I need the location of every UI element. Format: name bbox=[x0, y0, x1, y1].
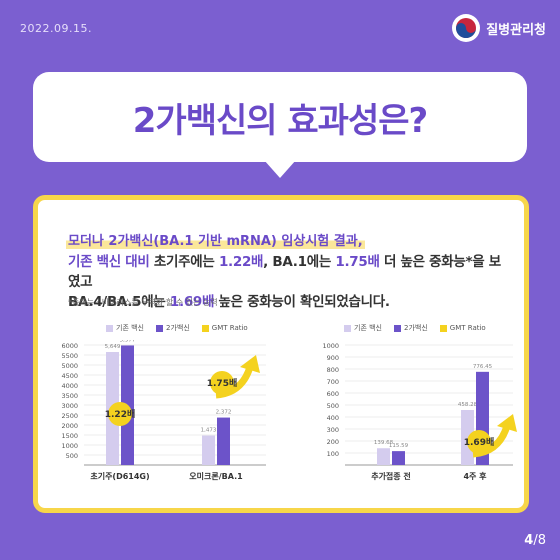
bar-value-label: 5,649 bbox=[105, 344, 121, 350]
legend-label: 기존 백신 bbox=[116, 324, 144, 332]
legend-label: GMT Ratio bbox=[211, 324, 248, 332]
legend-label: 2가백신 bbox=[404, 324, 428, 332]
footnote: *중화능 : 바이러스를 무력화 할 수 있는 능력 bbox=[68, 298, 218, 307]
legend-item: 기존 백신 bbox=[344, 323, 382, 333]
summary-highlight: 1.75배 bbox=[335, 254, 380, 270]
y-tick-label: 400 bbox=[327, 414, 339, 422]
legend-label: 2가백신 bbox=[166, 324, 190, 332]
legend-swatch bbox=[156, 324, 163, 332]
bar-value-label: 458.28 bbox=[458, 402, 478, 408]
bar bbox=[217, 417, 230, 465]
legend-label: 기존 백신 bbox=[354, 324, 382, 332]
legend-item: GMT Ratio bbox=[439, 323, 486, 333]
y-tick-label: 800 bbox=[327, 366, 339, 374]
y-tick-label: 4500 bbox=[61, 372, 78, 380]
study-tag: 모더나 2가백신(BA.1 기반 mRNA) 임상시험 결과, bbox=[66, 230, 365, 249]
bar-value-label: 139.68 bbox=[374, 440, 394, 446]
pagination: 4/8 bbox=[524, 533, 546, 548]
legend-swatch bbox=[201, 324, 209, 332]
summary-part: 더 높은 중화능*을 보였고 bbox=[68, 254, 501, 290]
bar-value-label: 5,977 bbox=[120, 340, 136, 343]
y-tick-label: 3500 bbox=[61, 392, 78, 400]
chart-legend-1: 기존 백신 2가백신 GMT Ratio bbox=[106, 323, 248, 333]
y-tick-label: 200 bbox=[327, 438, 339, 446]
ratio-arrow-head bbox=[240, 355, 260, 373]
legend-swatch bbox=[106, 324, 113, 332]
y-tick-label: 2500 bbox=[61, 412, 78, 420]
date-label: 2022.09.15. bbox=[20, 22, 92, 35]
ratio-circle bbox=[467, 430, 491, 454]
logo-text: 질병관리청 bbox=[486, 22, 546, 38]
bar-chart-2: 100 200 300 400 500 600 700 800 900 1000 139.68115… bbox=[322, 342, 517, 481]
bar-value-label: 2,372 bbox=[216, 410, 232, 416]
y-tick-label: 5000 bbox=[61, 362, 78, 370]
summary-part: 초기주에는 bbox=[149, 254, 219, 270]
y-tick-label: 600 bbox=[327, 390, 339, 398]
y-tick-label: 700 bbox=[327, 378, 339, 386]
y-tick-label: 5500 bbox=[61, 352, 78, 360]
gmt-ratio-badge: 1.22배 bbox=[105, 402, 136, 426]
bar-chart-1: 500 1000 1500 2000 2500 3000 3500 4000 4500 5000 5… bbox=[61, 340, 266, 481]
summary-part: 높은 중화능이 확인되었습니다. bbox=[214, 294, 391, 310]
page-total: /8 bbox=[533, 533, 546, 548]
summary-highlight: 1.22배 bbox=[218, 254, 264, 270]
page-current: 4 bbox=[524, 533, 534, 548]
ratio-circle bbox=[210, 371, 234, 395]
bar-value-label: 115.59 bbox=[389, 443, 409, 449]
bar-value-label: 1,473 bbox=[201, 428, 217, 434]
legend-label: GMT Ratio bbox=[449, 324, 486, 332]
ratio-label: 1.75배 bbox=[207, 377, 238, 389]
y-tick-label: 1000 bbox=[322, 342, 339, 350]
x-category-label: 추가접종 전 bbox=[371, 471, 411, 481]
legend-item: GMT Ratio bbox=[201, 323, 248, 333]
legend-item: 기존 백신 bbox=[106, 323, 144, 333]
y-tick-label: 500 bbox=[66, 452, 78, 460]
summary-text: 기존 백신 대비 초기주에는 1.22배, BA.1에는 1.75배 더 높은 … bbox=[68, 252, 508, 312]
y-tick-label: 1500 bbox=[61, 432, 78, 440]
bar bbox=[377, 448, 390, 465]
gmt-ratio-badge: 1.75배 bbox=[207, 355, 260, 399]
legend-item: 2가백신 bbox=[156, 323, 190, 333]
y-tick-label: 3000 bbox=[61, 402, 78, 410]
ratio-arrow-head bbox=[497, 414, 517, 432]
ratio-circle bbox=[108, 402, 132, 426]
y-tick-label: 900 bbox=[327, 354, 339, 362]
bar-value-label: 776.45 bbox=[473, 364, 493, 370]
legend-item: 2가백신 bbox=[394, 323, 428, 333]
x-category-label: 4주 후 bbox=[463, 471, 487, 481]
kdca-logo[interactable]: 질병관리청 bbox=[452, 14, 546, 42]
summary-part: BA.4/BA.5에는 bbox=[68, 294, 170, 310]
y-tick-label: 500 bbox=[327, 402, 339, 410]
headline-bubble: 2가백신의 효과성은? bbox=[33, 72, 527, 178]
summary-highlight: 1.69배 bbox=[169, 294, 215, 310]
kdca-taegeuk-icon bbox=[452, 14, 481, 42]
bar bbox=[202, 435, 215, 465]
gmt-ratio-badge: 1.69배 bbox=[464, 414, 517, 458]
chart-legend-2: 기존 백신 2가백신 GMT Ratio bbox=[344, 323, 486, 333]
ratio-label: 1.69배 bbox=[464, 436, 495, 448]
result-card: 모더나 2가백신(BA.1 기반 mRNA) 임상시험 결과, 기존 백신 대비… bbox=[33, 195, 529, 513]
summary-part: , BA.1에는 bbox=[263, 254, 336, 270]
summary-part: 기존 백신 대비 bbox=[68, 254, 150, 270]
bar bbox=[392, 451, 405, 465]
legend-swatch bbox=[439, 324, 447, 332]
headline: 2가백신의 효과성은? bbox=[132, 100, 428, 141]
bar bbox=[461, 410, 474, 465]
y-tick-label: 100 bbox=[327, 450, 339, 458]
y-tick-label: 1000 bbox=[61, 442, 78, 450]
y-tick-label: 4000 bbox=[61, 382, 78, 390]
legend-swatch bbox=[394, 324, 401, 332]
ratio-label: 1.22배 bbox=[105, 408, 136, 420]
x-category-label: 오미크론/BA.1 bbox=[189, 471, 243, 481]
legend-swatch bbox=[344, 324, 351, 332]
y-tick-label: 2000 bbox=[61, 422, 78, 430]
y-tick-label: 300 bbox=[327, 426, 339, 434]
y-tick-label: 6000 bbox=[61, 342, 78, 350]
x-category-label: 초기주(D614G) bbox=[90, 471, 149, 481]
